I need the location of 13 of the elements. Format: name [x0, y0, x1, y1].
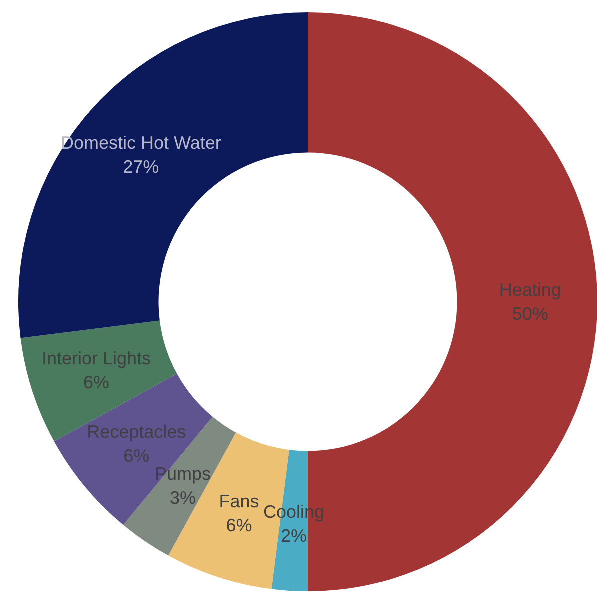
data-label: 3% — [170, 488, 196, 508]
data-label: 50% — [512, 304, 548, 324]
data-label: 6% — [124, 446, 150, 466]
slice-label: Pumps — [154, 464, 212, 484]
data-label: 6% — [226, 516, 252, 536]
slice-label: Interior Lights — [42, 348, 152, 369]
data-label: 6% — [83, 372, 110, 393]
data-label: 2% — [281, 526, 308, 546]
slice-label: Cooling — [264, 502, 325, 522]
data-label: 27% — [123, 156, 160, 177]
slice-label: Receptacles — [87, 422, 186, 442]
slice-label: Heating — [499, 280, 562, 300]
slice-label: Fans — [219, 492, 260, 512]
